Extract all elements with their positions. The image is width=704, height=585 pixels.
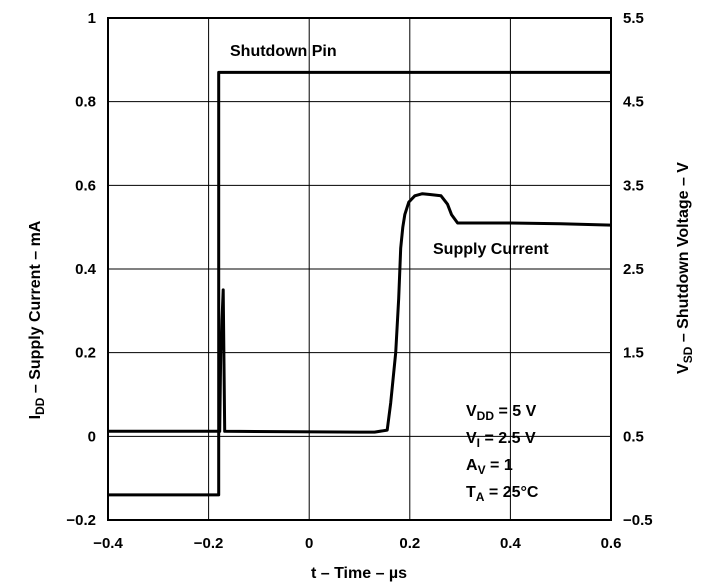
y-left-tick-labels: −0.2 0 0.2 0.4 0.6 0.8 1 xyxy=(66,10,96,529)
condition-ta-sub: A xyxy=(476,490,485,504)
y-right-tick-label: 0.5 xyxy=(623,428,644,445)
condition-vi-rest: = 2.5 V xyxy=(480,430,536,447)
condition-vdd: VDD = 5 V xyxy=(466,403,537,423)
x-axis-title-text: t – Time – xyxy=(311,565,389,582)
y-right-tick-label: 3.5 xyxy=(623,177,644,194)
y-right-tick-label: 4.5 xyxy=(623,94,644,111)
y-left-axis-title: IDD – Supply Current – mA xyxy=(27,220,47,419)
y-left-tick-label: 0.4 xyxy=(75,261,97,278)
y-right-title-sym: V xyxy=(675,363,692,374)
y-right-title-rest: – Shutdown Voltage – V xyxy=(675,162,692,347)
y-left-tick-label: 0.6 xyxy=(75,177,96,194)
y-right-tick-label: 1.5 xyxy=(623,345,644,362)
condition-ta-rest: = 25°C xyxy=(484,484,538,501)
condition-av: AV = 1 xyxy=(466,457,513,477)
y-left-title-sub: DD xyxy=(33,397,47,415)
shutdown-pin-label: Shutdown Pin xyxy=(230,43,337,60)
x-tick-labels: −0.4 −0.2 0 0.2 0.4 0.6 xyxy=(93,535,621,552)
condition-vi-sym: V xyxy=(466,430,477,447)
y-right-axis-title: VSD – Shutdown Voltage – V xyxy=(675,162,695,374)
x-axis-title: t – Time – µs xyxy=(311,565,407,582)
condition-av-sym: A xyxy=(466,457,478,474)
y-right-tick-label: 5.5 xyxy=(623,10,644,27)
y-left-tick-label: 0.2 xyxy=(75,345,96,362)
condition-vi: VI = 2.5 V xyxy=(466,430,536,450)
condition-vdd-sym: V xyxy=(466,403,477,420)
y-right-tick-label: 2.5 xyxy=(623,261,644,278)
x-tick-label: −0.2 xyxy=(194,535,224,552)
condition-vdd-rest: = 5 V xyxy=(494,403,537,420)
test-conditions: VDD = 5 V VI = 2.5 V AV = 1 TA = 25°C xyxy=(466,403,539,504)
x-tick-label: −0.4 xyxy=(93,535,123,552)
y-left-title-rest: – Supply Current – mA xyxy=(27,220,44,397)
x-tick-label: 0.2 xyxy=(399,535,420,552)
supply-current-line xyxy=(108,194,611,432)
y-left-tick-label: −0.2 xyxy=(66,512,96,529)
supply-current-label: Supply Current xyxy=(433,241,549,258)
condition-av-sub: V xyxy=(478,463,486,477)
y-left-tick-label: 0.8 xyxy=(75,94,96,111)
condition-av-rest: = 1 xyxy=(486,457,513,474)
x-tick-label: 0.4 xyxy=(500,535,522,552)
y-left-tick-label: 1 xyxy=(88,10,96,27)
condition-ta-sym: T xyxy=(466,484,476,501)
y-right-tick-label: −0.5 xyxy=(623,512,653,529)
condition-vdd-sub: DD xyxy=(477,409,495,423)
y-left-tick-label: 0 xyxy=(88,428,96,445)
y-right-title-sub: SD xyxy=(681,346,695,363)
condition-ta: TA = 25°C xyxy=(466,484,539,504)
y-right-tick-labels: −0.5 0.5 1.5 2.5 3.5 4.5 5.5 xyxy=(623,10,653,529)
x-tick-label: 0.6 xyxy=(601,535,622,552)
x-tick-label: 0 xyxy=(305,535,313,552)
x-axis-title-unit: µs xyxy=(389,565,407,582)
